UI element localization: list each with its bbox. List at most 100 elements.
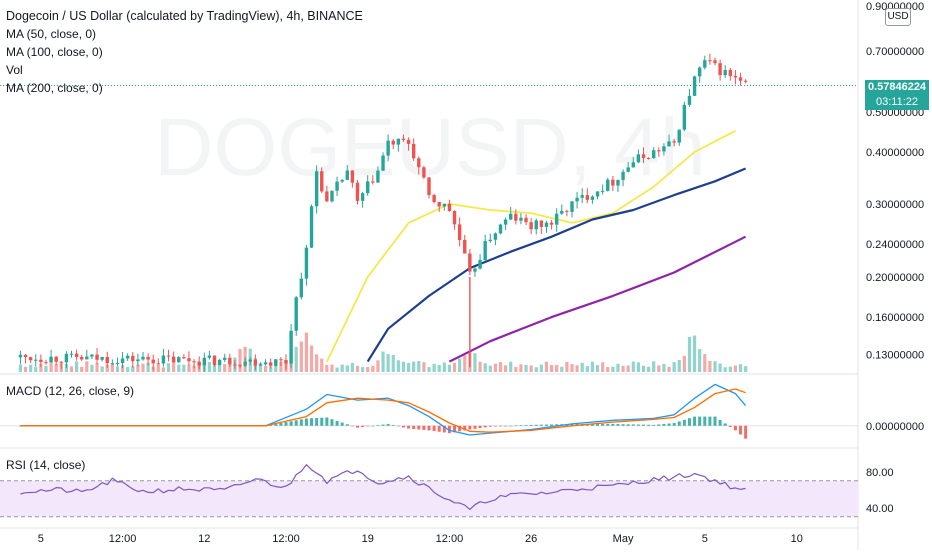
volume-bar (54, 364, 58, 372)
candle-body (636, 154, 641, 163)
volume-bar (427, 367, 431, 372)
candle-body (621, 171, 625, 180)
macd-histogram-bar (698, 416, 702, 426)
macd-histogram-bar (386, 423, 390, 426)
volume-bar (315, 354, 319, 372)
candle-body (606, 179, 610, 191)
macd-histogram-bar (744, 425, 748, 439)
macd-histogram-bar (396, 425, 400, 427)
candle-body (463, 239, 467, 254)
candle-body (554, 213, 559, 225)
volume-bar (677, 359, 681, 372)
price-tick-label: 0.20000000 (866, 272, 924, 284)
legend-vol[interactable]: Vol (6, 63, 23, 77)
volume-bar (544, 361, 549, 372)
volume-bar (626, 365, 630, 372)
legend-ma50[interactable]: MA (50, close, 0) (6, 27, 97, 41)
candle-body (289, 330, 293, 364)
macd-histogram-bar (279, 423, 283, 426)
macd-histogram-bar (437, 425, 441, 432)
candle-body (386, 140, 390, 156)
macd-label[interactable]: MACD (12, 26, close, 9) (6, 384, 135, 398)
macd-histogram-bar (473, 425, 477, 429)
volume-bar (18, 364, 23, 372)
legend-ma100[interactable]: MA (100, close, 0) (6, 45, 103, 59)
macd-histogram-bar (555, 424, 559, 426)
volume-bar (504, 365, 508, 372)
volume-bar (182, 364, 186, 372)
macd-line (20, 383, 747, 436)
volume-bar (350, 362, 354, 372)
macd-histogram-bar (728, 425, 732, 427)
volume-bar (34, 367, 38, 372)
volume-bar (555, 365, 559, 372)
candle-body (478, 259, 482, 269)
candle-body (131, 355, 135, 362)
volume-bar (514, 367, 518, 372)
chart-title: Dogecoin / US Dollar (calculated by Trad… (6, 9, 363, 23)
candle-body (309, 206, 314, 248)
macd-histogram-bar (739, 425, 743, 435)
volume-bar (386, 354, 390, 372)
volume-bar (570, 364, 574, 372)
macd-histogram-bar (662, 423, 666, 426)
volume-bar (115, 366, 120, 372)
price-tick-label: 0.40000000 (866, 147, 924, 159)
macd-histogram-bar (606, 423, 610, 426)
volume-bar (519, 364, 523, 372)
volume-bar (156, 364, 160, 372)
currency-badge[interactable]: USD (885, 8, 911, 26)
candle-body (228, 357, 232, 365)
candle-body (49, 356, 53, 363)
candle-body (595, 191, 600, 197)
volume-bar (44, 365, 48, 372)
macd-histogram-bar (539, 424, 543, 426)
macd-histogram-bar (682, 419, 686, 426)
volume-bar (177, 364, 181, 372)
candle-body (503, 219, 508, 225)
macd-histogram-bar (514, 425, 518, 427)
volume-bar (652, 361, 656, 372)
volume-bar (279, 361, 283, 372)
candle-body (330, 190, 334, 202)
legend-ma200[interactable]: MA (200, close, 0) (6, 81, 103, 95)
volume-bar (606, 367, 610, 372)
candles (18, 53, 748, 372)
moving-averages (326, 130, 747, 363)
candle-body (69, 353, 74, 355)
volume-bar (539, 364, 543, 372)
volume-bar (631, 361, 635, 372)
macd-histogram-bar (499, 425, 502, 427)
macd-histogram-bar (376, 425, 380, 426)
candle-body (141, 356, 145, 360)
volume-bar (345, 365, 349, 372)
candle-body (171, 356, 176, 363)
volume-bar (320, 358, 324, 372)
price-grid (0, 0, 859, 550)
macd-histogram-bar (381, 424, 385, 426)
candle-body (743, 80, 748, 82)
volume-bar (478, 361, 482, 372)
candle-body (325, 191, 329, 202)
rsi-label[interactable]: RSI (14, close) (6, 458, 86, 472)
candle-body (529, 222, 533, 230)
candle-body (427, 177, 431, 196)
volume-bar (672, 362, 676, 372)
volume-bar (161, 367, 166, 372)
volume-bar (304, 332, 309, 372)
candle-body (631, 162, 635, 168)
candle-body (672, 141, 676, 143)
volume-bar (412, 361, 416, 372)
candle-body (156, 363, 161, 365)
volume-bar (49, 363, 53, 372)
ma200-line (448, 235, 747, 363)
volume-bar (105, 364, 109, 372)
candle-body (263, 362, 268, 365)
volume-bar (80, 366, 84, 372)
macd-histogram-bar (504, 425, 508, 427)
candle-body (703, 60, 707, 68)
macd-histogram-bar (509, 425, 513, 427)
candle-body (447, 203, 452, 212)
macd-histogram-bar (366, 425, 370, 427)
